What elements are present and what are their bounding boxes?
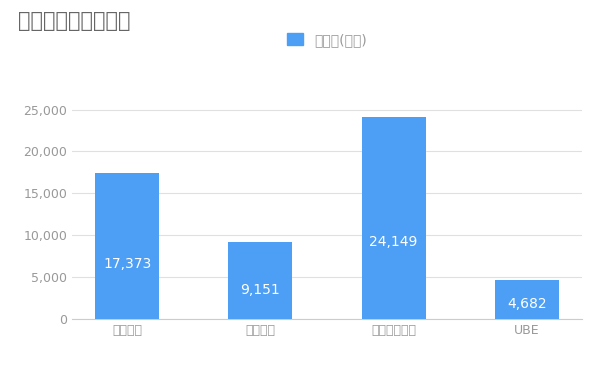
Bar <box>229 242 292 319</box>
Text: 競合含む年間売上高: 競合含む年間売上高 <box>18 11 131 31</box>
Text: 17,373: 17,373 <box>103 257 151 271</box>
Text: 4,682: 4,682 <box>507 297 547 311</box>
Bar <box>362 116 425 319</box>
Text: 9,151: 9,151 <box>241 283 280 297</box>
Bar <box>495 280 559 319</box>
Legend: 売上高(億円): 売上高(億円) <box>281 27 373 52</box>
Text: 24,149: 24,149 <box>370 235 418 249</box>
Bar <box>95 173 159 319</box>
